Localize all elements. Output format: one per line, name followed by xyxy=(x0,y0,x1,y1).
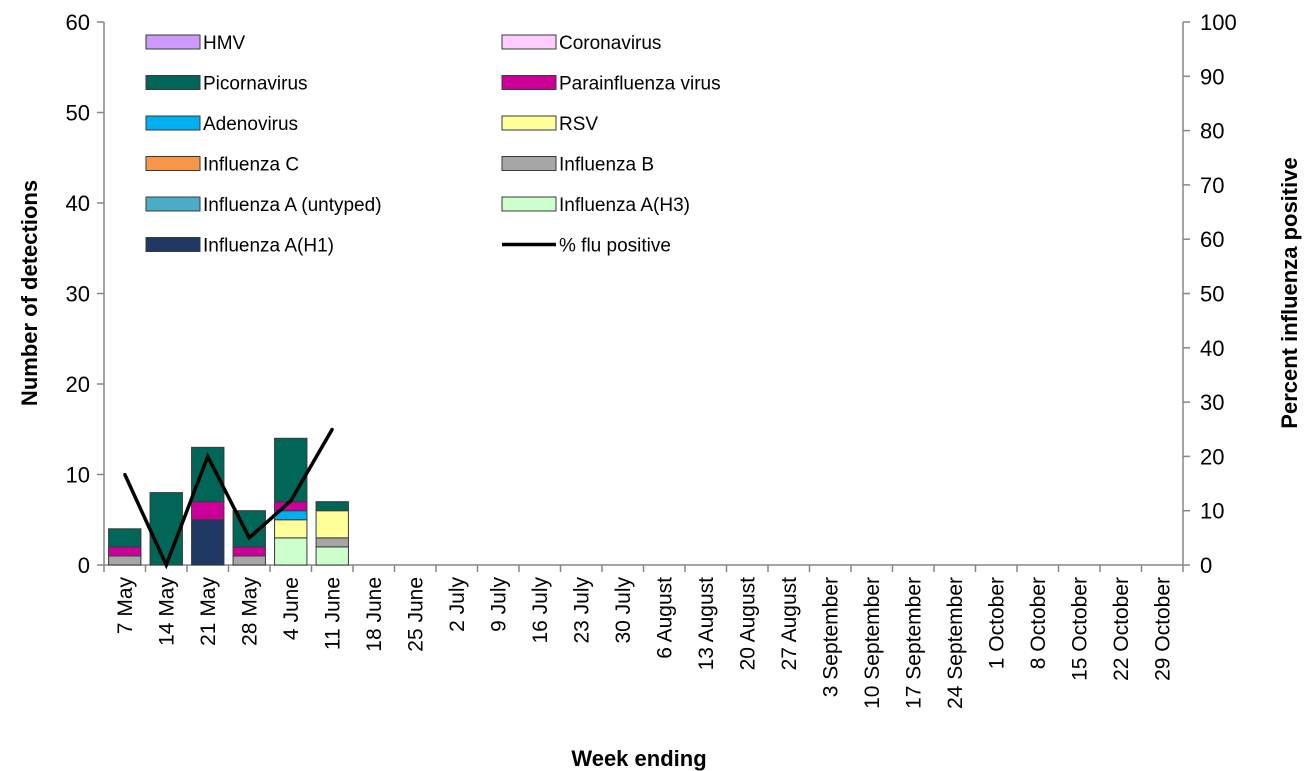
x-tick-label: 8 October xyxy=(1027,577,1050,669)
bar-segment xyxy=(191,519,225,566)
bar-segment xyxy=(315,501,349,512)
y2-tick-label: 20 xyxy=(1200,444,1224,469)
x-tick-label: 9 July xyxy=(487,577,510,632)
x-tick-label: 11 June xyxy=(321,577,344,650)
bar-segment xyxy=(274,537,308,566)
y2-tick-label: 60 xyxy=(1200,227,1224,252)
x-tick-label: 15 October xyxy=(1068,577,1091,681)
y-tick-label: 40 xyxy=(66,191,90,216)
flu-positive-point xyxy=(247,536,251,540)
y2-tick-label: 100 xyxy=(1200,10,1237,35)
legend-swatch xyxy=(145,115,201,131)
x-tick-label: 7 May xyxy=(114,577,137,635)
legend-swatch xyxy=(501,196,557,212)
bar-segment xyxy=(191,501,225,521)
x-tick-label: 30 July xyxy=(612,577,635,644)
y2-axis-title: Percent influenza positive xyxy=(1277,157,1302,428)
x-axis-title: Week ending xyxy=(571,746,706,771)
legend-swatch xyxy=(501,75,557,90)
bar-segment xyxy=(108,546,142,557)
bar-segment xyxy=(315,510,349,539)
bar-stacks xyxy=(108,437,349,566)
x-tick-label: 6 August xyxy=(653,577,676,659)
y-tick-label: 10 xyxy=(66,463,90,488)
x-tick-label: 21 May xyxy=(197,577,220,646)
legend-label: Adenovirus xyxy=(203,114,298,135)
y-tick-label: 50 xyxy=(66,101,90,126)
x-tick-label: 16 July xyxy=(529,577,552,644)
legend-label: Coronavirus xyxy=(559,33,661,54)
x-tick-label: 18 June xyxy=(363,577,386,652)
bar-segment xyxy=(315,537,349,548)
legend-swatch xyxy=(145,156,201,171)
y-tick-label: 20 xyxy=(66,372,90,397)
legend-label: Picornavirus xyxy=(203,74,308,95)
legend-swatch xyxy=(501,156,557,171)
x-tick-label: 22 October xyxy=(1110,577,1133,681)
x-tick-label: 3 September xyxy=(819,577,842,697)
y-tick-label: 0 xyxy=(78,553,90,578)
legend-label: HMV xyxy=(203,33,246,54)
flu-positive-line xyxy=(123,428,334,570)
legend-label: Influenza A(H3) xyxy=(559,195,690,216)
bar-segment xyxy=(108,528,142,548)
axes: 0 10 20 30 40 50 60 0 10 20 30 40 50 60 70 80 90 100 7 May… xyxy=(66,10,1237,709)
bar-segment xyxy=(274,437,308,503)
legend-label: Influenza B xyxy=(559,155,654,176)
x-tick-label: 4 June xyxy=(280,577,303,640)
bar-segment xyxy=(315,546,349,566)
legend-label: % flu positive xyxy=(559,236,671,257)
legend-label: Influenza A(H1) xyxy=(203,236,334,257)
y2-tick-label: 50 xyxy=(1200,282,1224,307)
y2-tick-label: 40 xyxy=(1200,336,1224,361)
flu-positive-point xyxy=(164,563,168,567)
x-tick-label: 1 October xyxy=(985,577,1008,669)
x-tick-label: 13 August xyxy=(695,577,718,671)
legend-swatch xyxy=(145,75,201,90)
x-tick-label: 28 May xyxy=(238,577,261,646)
legend-label: RSV xyxy=(559,114,598,135)
legend-label: Influenza C xyxy=(203,155,299,176)
x-tick-label: 14 May xyxy=(155,577,178,646)
flu-positive-point xyxy=(123,472,127,476)
x-tick-label: 20 August xyxy=(736,577,759,671)
legend-swatch xyxy=(501,34,557,50)
bar-segment xyxy=(108,555,142,566)
legend-swatch xyxy=(145,34,201,50)
x-tick-label: 23 July xyxy=(570,577,593,644)
bar-segment xyxy=(232,546,266,557)
flu-positive-point xyxy=(289,499,293,503)
y-tick-label: 60 xyxy=(66,10,90,35)
y2-tick-label: 30 xyxy=(1200,390,1224,415)
flu-positive-point xyxy=(206,454,210,458)
x-tick-label: 25 June xyxy=(404,577,427,652)
bar-segment xyxy=(232,555,266,566)
x-tick-label: 10 September xyxy=(861,577,884,709)
y2-tick-label: 80 xyxy=(1200,119,1224,144)
y2-tick-label: 0 xyxy=(1200,553,1212,578)
x-tick-label: 2 July xyxy=(446,577,469,632)
legend-swatch xyxy=(145,237,201,252)
bar-segment xyxy=(274,519,308,539)
x-tick-label: 24 September xyxy=(944,577,967,709)
legend: HMV Picornavirus Adenovirus Influenza C Infl… xyxy=(145,33,721,257)
y2-tick-label: 10 xyxy=(1200,499,1224,524)
x-tick-label: 17 September xyxy=(902,577,925,709)
legend-label: Parainfluenza virus xyxy=(559,74,721,95)
y2-tick-label: 90 xyxy=(1200,64,1224,89)
bar-segment xyxy=(149,492,183,566)
x-tick-label: 27 August xyxy=(778,577,801,671)
x-tick-label: 29 October xyxy=(1151,577,1174,681)
y-axis-title: Number of detections xyxy=(17,180,42,406)
y2-tick-label: 70 xyxy=(1200,173,1224,198)
legend-swatch xyxy=(145,196,201,212)
legend-label: Influenza A (untyped) xyxy=(203,195,382,216)
y-tick-label: 30 xyxy=(66,282,90,307)
legend-swatch xyxy=(501,115,557,131)
flu-positive-point xyxy=(330,427,334,431)
flu-positive-line-layer xyxy=(123,427,334,570)
